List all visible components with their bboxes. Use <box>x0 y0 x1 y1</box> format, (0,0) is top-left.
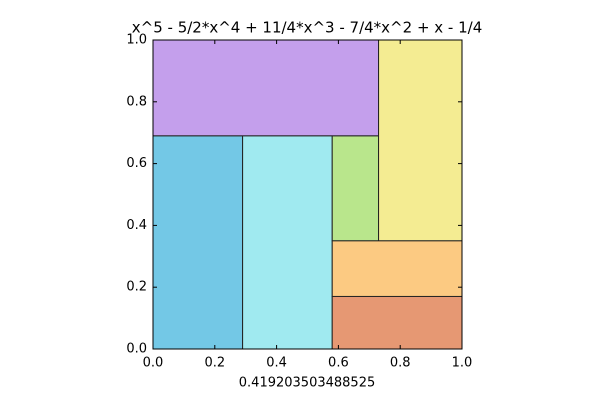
y-tick-label: 1.0 <box>126 33 147 48</box>
x-tick-label: 1.0 <box>452 356 473 371</box>
x-tick-label: 0.6 <box>328 356 349 371</box>
y-tick-label: 0.2 <box>126 280 147 295</box>
rect <box>242 135 333 350</box>
y-tick-label: 0.0 <box>126 342 147 357</box>
x-tick-label: 0.8 <box>390 356 411 371</box>
y-tick-label: 0.6 <box>126 156 147 171</box>
x-tick-label: 0.4 <box>266 356 287 371</box>
rect <box>331 240 463 297</box>
rect <box>378 39 463 242</box>
plot-frame <box>152 39 463 350</box>
y-tick-label: 0.8 <box>126 94 147 109</box>
rect <box>331 295 463 350</box>
x-tick-label: 0.0 <box>143 356 164 371</box>
chart-title: x^5 - 5/2*x^4 + 11/4*x^3 - 7/4*x^2 + x -… <box>132 19 483 37</box>
y-tick-label: 0.4 <box>126 218 147 233</box>
rect <box>152 135 244 350</box>
rect <box>331 135 380 242</box>
x-tick-label: 0.2 <box>204 356 225 371</box>
x-axis-label: 0.419203503488525 <box>239 376 375 391</box>
rect <box>152 39 380 137</box>
